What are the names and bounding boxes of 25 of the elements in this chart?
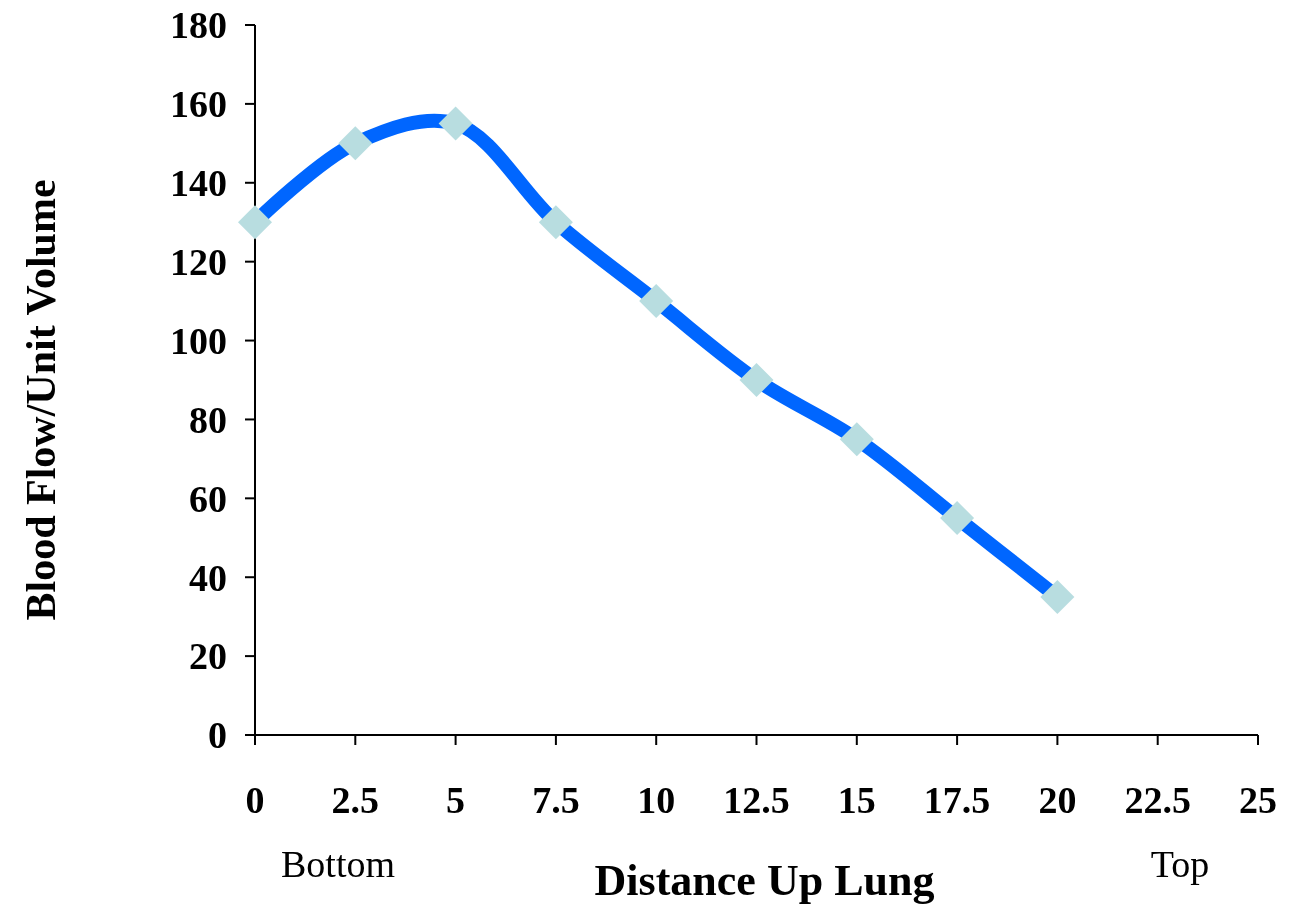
y-tick-label: 140: [170, 162, 227, 205]
x-tick-label: 5: [446, 779, 466, 821]
y-tick-label: 80: [189, 398, 227, 441]
y-tick-label: 0: [208, 714, 227, 757]
y-tick-label: 160: [170, 83, 227, 126]
y-tick-label: 120: [170, 240, 227, 283]
x-tick-label: 12.5: [723, 779, 790, 821]
x-tick-label: 22.5: [1124, 779, 1191, 821]
x-tick-label: 10: [637, 779, 676, 821]
y-tick-label: 60: [189, 477, 227, 520]
y-axis-title: Blood Flow/Unit Volume: [18, 179, 64, 621]
x-tick-label: 15: [837, 779, 876, 821]
x-tick-label: 17.5: [923, 779, 991, 821]
y-tick-label: 20: [189, 635, 227, 678]
x-tick-label: 0: [245, 779, 265, 821]
x-tick-label: 25: [1239, 779, 1277, 821]
x-tick-label: 2.5: [331, 779, 380, 821]
text: Bottom: [280, 843, 396, 885]
y-tick-label: 180: [170, 4, 227, 47]
y-tick-label: 40: [189, 556, 227, 599]
y-tick-label: 100: [170, 319, 227, 362]
text: Top: [1150, 843, 1210, 885]
x-tick-label: 20: [1038, 779, 1077, 821]
x-axis-title: Distance Up Lung: [594, 856, 935, 905]
x-tick-label: 7.5: [532, 779, 580, 821]
